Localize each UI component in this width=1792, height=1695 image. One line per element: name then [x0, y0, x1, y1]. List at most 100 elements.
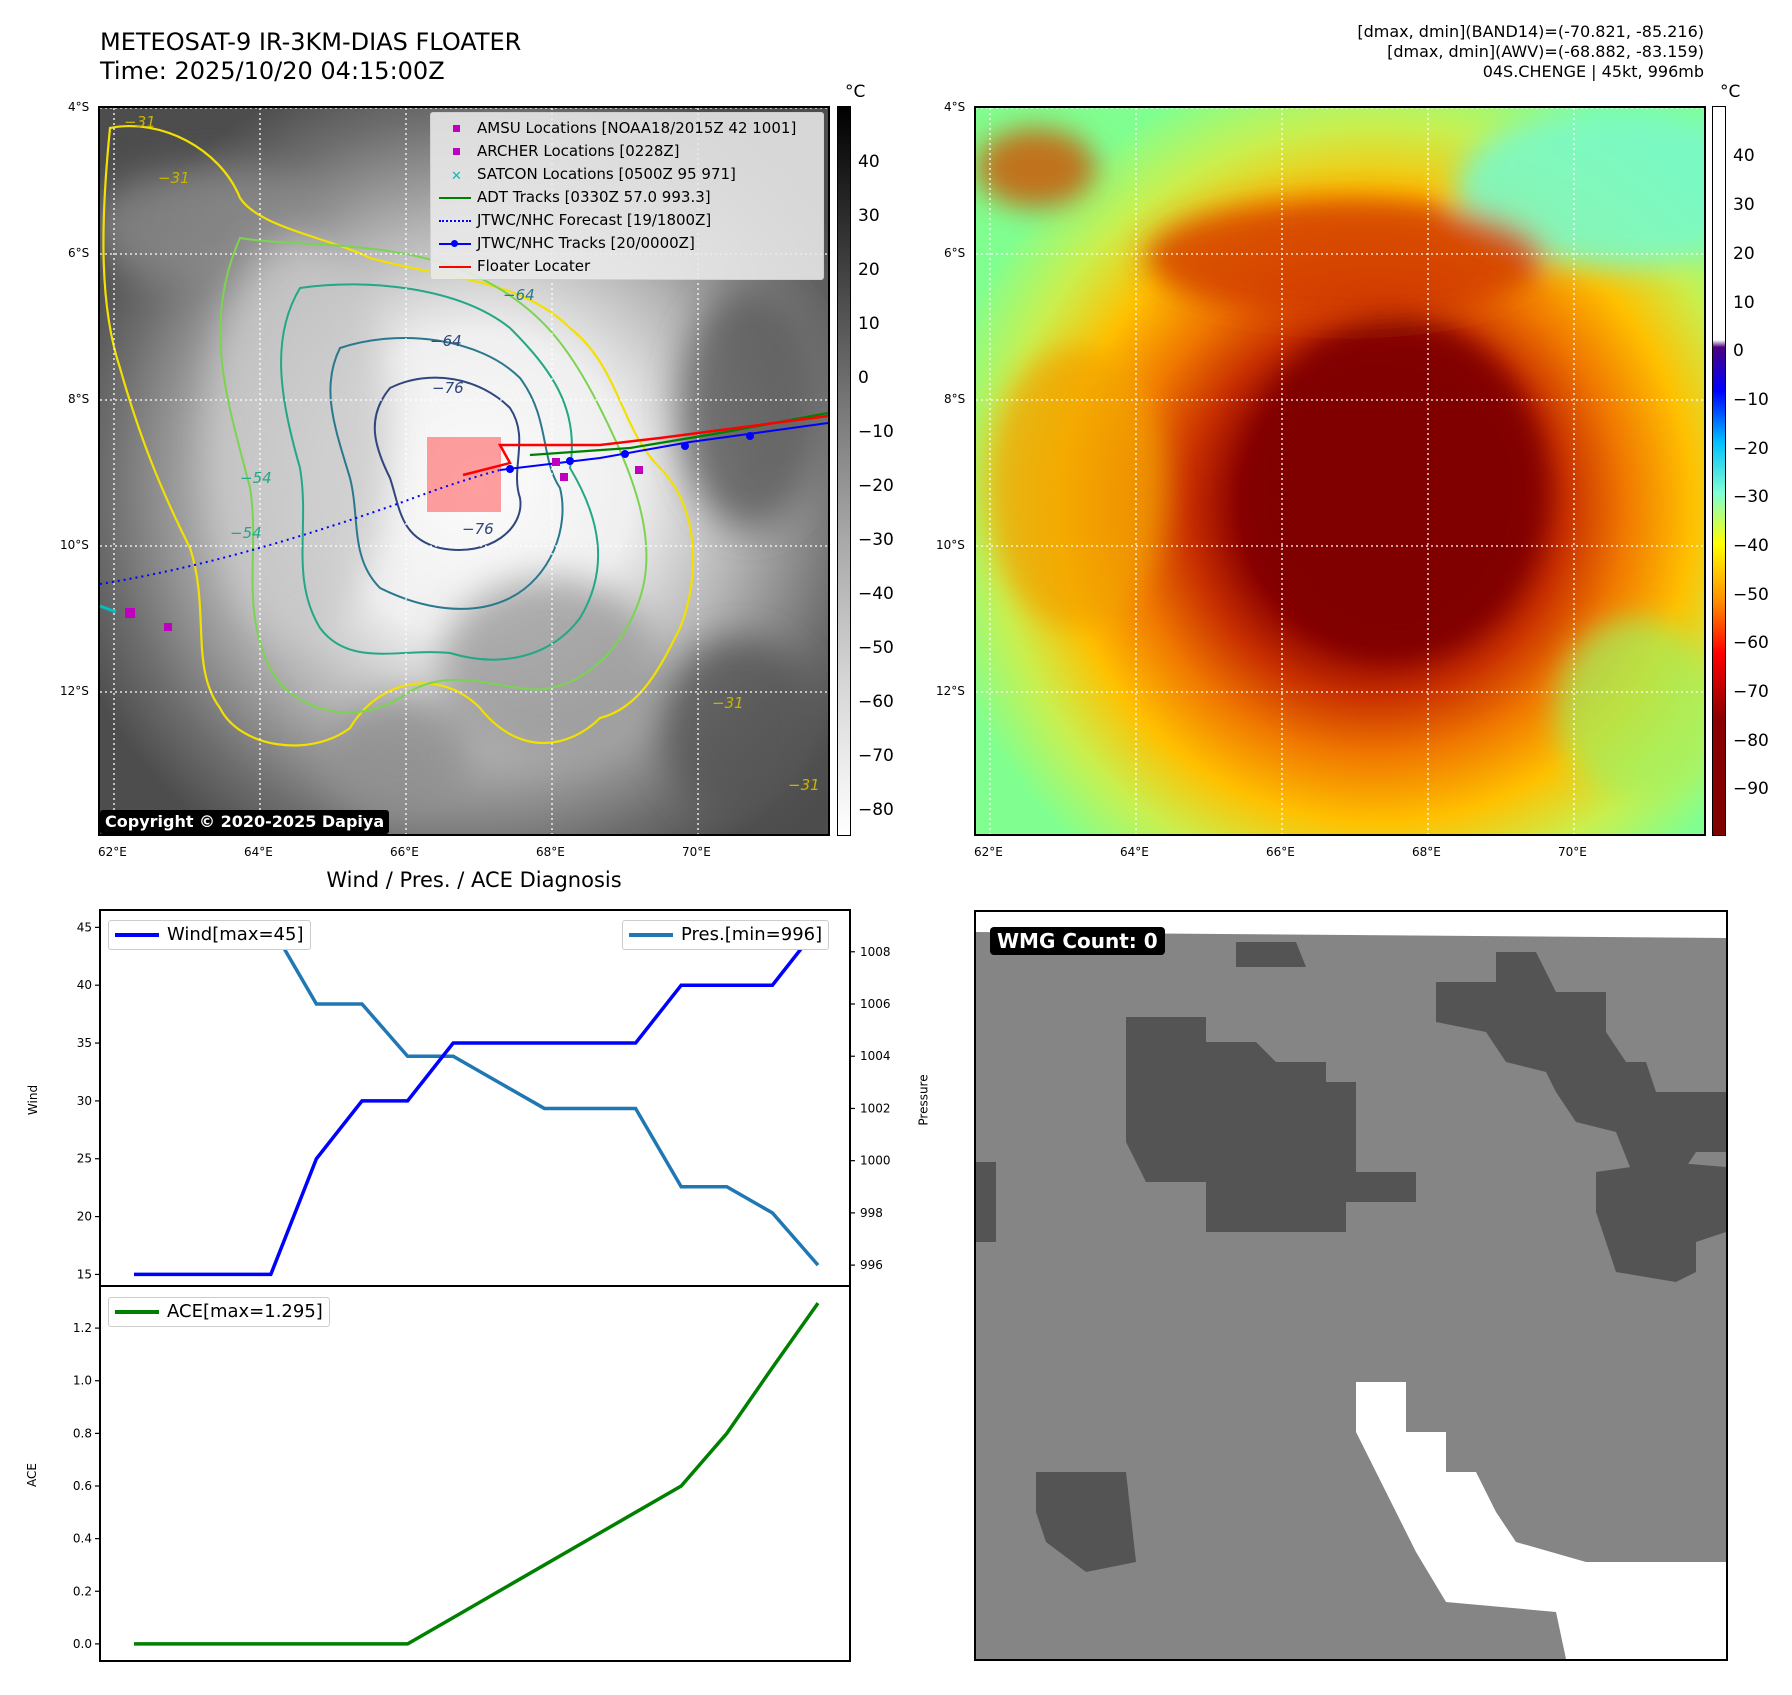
awv-map-panel [974, 106, 1706, 836]
ace-tick-label: 1.2 [73, 1321, 92, 1335]
lat-label: 12°S [936, 684, 965, 698]
wind-legend: Wind[max=45] [108, 920, 311, 950]
pressure-tick-label: 1000 [860, 1154, 891, 1168]
colorbar-tick: −80 [858, 800, 894, 820]
contour-label: −31 [712, 694, 744, 712]
colorbar-tick: −40 [858, 584, 894, 604]
wind-axis-label: Wind [26, 1084, 41, 1116]
line-icon [437, 186, 477, 209]
ace-legend: ACE[max=1.295] [108, 1297, 330, 1327]
wmg-dark-areas [976, 942, 1726, 1572]
line-icon [629, 933, 673, 937]
colorbar-tick: 30 [858, 206, 880, 226]
lat-label: 10°S [60, 538, 89, 552]
colorbar-tick: 30 [1733, 195, 1755, 215]
colorbar-tick: −60 [858, 692, 894, 712]
wmg-map [976, 932, 1726, 1659]
legend-label: Wind[max=45] [167, 924, 304, 945]
colorbar-tick: −70 [858, 746, 894, 766]
wind-tick-label: 40 [77, 978, 92, 992]
awv-range: [dmax, dmin](AWV)=(-68.882, -83.159) [1387, 42, 1704, 61]
ace-tick-label: 0.4 [73, 1532, 92, 1546]
line-dot-icon [437, 232, 477, 255]
awv-colorbar [1712, 106, 1726, 836]
wmg-clear-area [1356, 1382, 1726, 1659]
ace-series-line [134, 1302, 820, 1646]
lat-label: 12°S [60, 684, 89, 698]
legend-label: JTWC/NHC Forecast [19/1800Z] [477, 211, 712, 229]
copyright-label: Copyright © 2020-2025 Dapiya [100, 810, 390, 834]
wind-tick-label: 15 [77, 1267, 92, 1281]
archer-amsu-points [125, 458, 643, 631]
colorbar-tick: −90 [1733, 779, 1769, 799]
legend-label: ACE[max=1.295] [167, 1301, 323, 1322]
ir-cloud-texture [100, 168, 820, 818]
colorbar-tick: −40 [1733, 536, 1769, 556]
colorbar-tick: −10 [858, 422, 894, 442]
ace-axis-label: ACE [24, 1463, 39, 1487]
lat-label: 8°S [68, 392, 90, 406]
contour-value-labels: −31 −31 −64 −64 −76 −76 −54 −54 −31 −31 [124, 113, 820, 794]
lon-label: 62°E [974, 845, 1003, 859]
wind-series-line [134, 926, 820, 1277]
legend-adt: ADT Tracks [0330Z 57.0 993.3] [437, 186, 817, 209]
legend-floater: Floater Locater [437, 255, 817, 278]
chart-time: Time: 2025/10/20 04:15:00Z [100, 57, 445, 85]
ace-tick-label: 1.0 [73, 1374, 92, 1388]
contour-label: −31 [124, 113, 156, 131]
band14-range: [dmax, dmin](BAND14)=(-70.821, -85.216) [1357, 22, 1704, 41]
colorbar-tick: 0 [1733, 341, 1744, 361]
wind-tick-label: 45 [77, 920, 92, 934]
legend-archer: ARCHER Locations [0228Z] [437, 140, 817, 163]
lat-label: 4°S [68, 100, 90, 114]
contour-label: −54 [230, 524, 262, 542]
colorbar-tick: −70 [1733, 682, 1769, 702]
colorbar-tick: −50 [1733, 585, 1769, 605]
ir-colorbar-unit: °C [845, 82, 866, 102]
ace-frame [99, 1285, 851, 1662]
contour-label: −64 [503, 286, 535, 304]
lon-label: 64°E [1120, 845, 1149, 859]
pressure-tick-label: 1004 [860, 1049, 891, 1063]
lon-label: 62°E [98, 845, 127, 859]
pressure-tick-label: 1002 [860, 1101, 891, 1115]
awv-gridlines [976, 108, 1704, 834]
colorbar-tick: −30 [1733, 487, 1769, 507]
wmg-panel [974, 910, 1728, 1661]
pressure-series-line [134, 923, 820, 1267]
contour-label: −64 [430, 332, 462, 350]
chart-title: METEOSAT-9 IR-3KM-DIAS FLOATER [100, 28, 522, 56]
line-icon [437, 255, 477, 278]
colorbar-tick: 40 [858, 152, 880, 172]
lon-label: 70°E [1558, 845, 1587, 859]
ir-colorbar [837, 106, 851, 836]
lon-label: 64°E [244, 845, 273, 859]
x-marker-icon: ✕ [451, 169, 462, 184]
contour-label: −76 [462, 520, 494, 538]
colorbar-tick: −20 [858, 476, 894, 496]
legend-amsu: AMSU Locations [NOAA18/2015Z 42 1001] [437, 117, 817, 140]
lon-label: 66°E [1266, 845, 1295, 859]
line-icon [115, 1310, 159, 1314]
lat-label: 6°S [944, 246, 966, 260]
ace-tick-label: 0.6 [73, 1479, 92, 1493]
ace-tick-label: 0.0 [73, 1637, 92, 1651]
dotted-line-icon [437, 209, 477, 232]
diagnosis-title: Wind / Pres. / ACE Diagnosis [326, 868, 622, 892]
wind-tick-label: 25 [77, 1152, 92, 1166]
square-marker-icon [437, 140, 477, 163]
wind-tick-label: 35 [77, 1036, 92, 1050]
awv-colorbar-unit: °C [1720, 82, 1741, 102]
colorbar-tick: −30 [858, 530, 894, 550]
colorbar-tick: 20 [1733, 244, 1755, 264]
legend-label: Floater Locater [477, 257, 591, 275]
contour-label: −76 [432, 379, 464, 397]
colorbar-tick: 40 [1733, 146, 1755, 166]
wind-pressure-frame [99, 909, 851, 1287]
line-icon [115, 933, 159, 937]
contour-label: −31 [788, 776, 820, 794]
ace-tick-label: 0.2 [73, 1584, 92, 1598]
lat-label: 8°S [944, 392, 966, 406]
colorbar-tick: 20 [858, 260, 880, 280]
pressure-tick-label: 1006 [860, 997, 891, 1011]
